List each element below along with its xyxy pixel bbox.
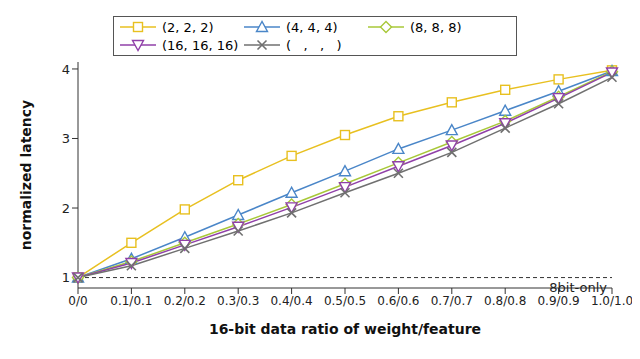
svg-text:16-bit data ratio of weight/fe: 16-bit data ratio of weight/feature bbox=[209, 321, 481, 337]
svg-text:3: 3 bbox=[62, 131, 70, 146]
svg-text:4: 4 bbox=[62, 62, 70, 77]
svg-text:0.7/0.7: 0.7/0.7 bbox=[431, 294, 473, 308]
html-text:(8, 8, 8): (8, 8, 8) bbox=[410, 19, 462, 35]
svg-text:0/0: 0/0 bbox=[68, 294, 87, 308]
svg-text:0.3/0.3: 0.3/0.3 bbox=[217, 294, 259, 308]
svg-text:0.1/0.1: 0.1/0.1 bbox=[110, 294, 152, 308]
svg-text:0.9/0.9: 0.9/0.9 bbox=[537, 294, 579, 308]
svg-text:normalized latency: normalized latency bbox=[18, 100, 34, 251]
svg-text:2: 2 bbox=[62, 201, 70, 216]
html-text:(2, 2, 2): (2, 2, 2) bbox=[162, 19, 214, 35]
svg-text:0.2/0.2: 0.2/0.2 bbox=[164, 294, 206, 308]
svg-text:0.6/0.6: 0.6/0.6 bbox=[377, 294, 419, 308]
svg-text:8bit-only: 8bit-only bbox=[549, 280, 607, 295]
svg-text:1: 1 bbox=[62, 270, 70, 285]
svg-text:1.0/1.0: 1.0/1.0 bbox=[591, 294, 632, 308]
html-text:(16, 16, 16): (16, 16, 16) bbox=[162, 37, 239, 53]
html-text:(4, 4, 4): (4, 4, 4) bbox=[286, 19, 338, 35]
svg-text:0.5/0.5: 0.5/0.5 bbox=[324, 294, 366, 308]
svg-text:0.8/0.8: 0.8/0.8 bbox=[484, 294, 526, 308]
svg-text:0.4/0.4: 0.4/0.4 bbox=[270, 294, 312, 308]
